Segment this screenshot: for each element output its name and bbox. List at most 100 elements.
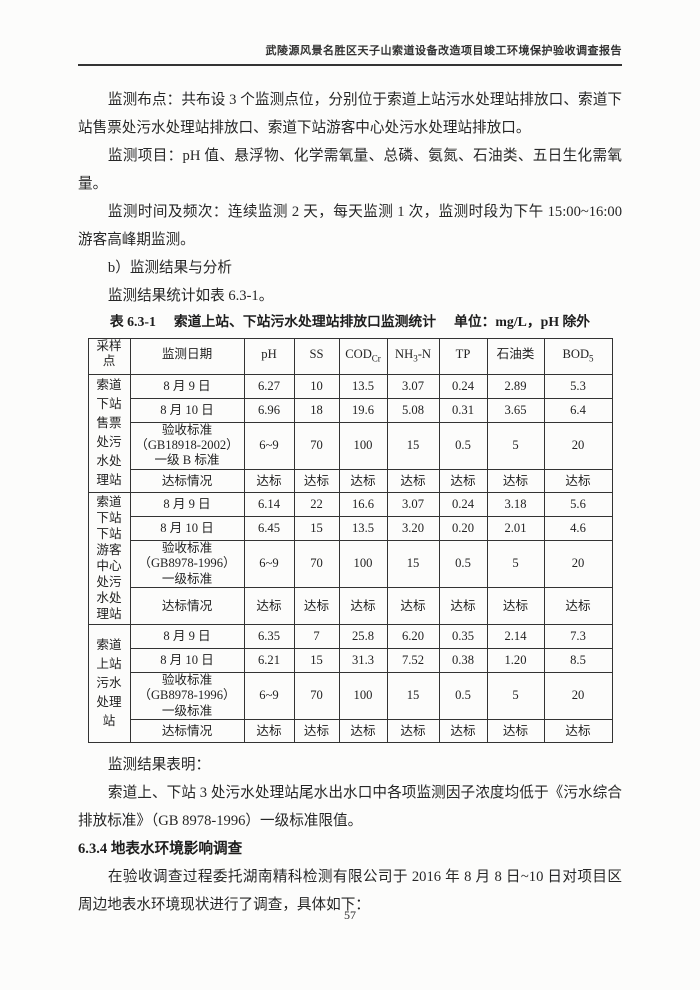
table-cell: 5	[486, 671, 545, 721]
table-cell: 15	[293, 647, 340, 673]
table-cell: 0.24	[438, 491, 488, 517]
document-body: 监测布点：共布设 3 个监测点位，分别位于索道上站污水处理站排放口、索道下站售票…	[78, 86, 622, 919]
table-cell: 3.07	[386, 491, 440, 517]
standard-cell: 验收标准 （GB8978-1996） 一级标准	[129, 539, 245, 588]
table-cell: 100	[338, 539, 388, 588]
paragraph-conclusion: 索道上、下站 3 处污水处理站尾水出水口中各项监测因子浓度均低于《污水综合排放标…	[78, 785, 622, 830]
table-row: 达标情况 达标 达标 达标 达标 达标 达标 达标	[88, 719, 613, 744]
section-heading-634: 6.3.4 地表水环境影响调查	[78, 841, 243, 858]
table-cell: 70	[293, 421, 340, 470]
status-cell: 达标	[293, 719, 340, 744]
table-header-row: 采样点 监测日期 pH SS CODCr NH3-N TP 石油类 BOD5	[87, 338, 613, 375]
date-cell: 8 月 10 日	[129, 647, 245, 673]
table-cell: 10	[293, 373, 340, 399]
table-cell: 0.5	[438, 539, 488, 588]
status-cell: 达标	[243, 586, 295, 625]
paragraph-monitoring-items: 监测项目：pH 值、悬浮物、化学需氧量、总磷、氨氮、石油类、五日生化需氧量。	[78, 148, 622, 192]
monitoring-table: 采样点 监测日期 pH SS CODCr NH3-N TP 石油类 BOD5 索…	[87, 338, 613, 744]
table-row: 索道 上站 污水 处理 站 8 月 9 日 6.35 7 25.8 6.20 0…	[87, 623, 613, 744]
table-cell: 5.3	[543, 373, 613, 399]
status-cell: 达标	[543, 586, 613, 625]
table-cell: 2.89	[486, 373, 545, 399]
table-cell: 20	[543, 671, 613, 721]
table-row: 验收标准 （GB18918-2002） 一级 B 标准 6~9 70 100 1…	[88, 421, 613, 470]
table-cell: 15	[386, 539, 440, 588]
table-row: 索道 下站 售票 处污 水处 理站 8 月 9 日 6.27 10 13.5 3…	[87, 373, 613, 493]
table-cell: 6~9	[243, 671, 295, 721]
status-cell: 达标	[338, 719, 388, 744]
paragraph-results-intro: 监测结果表明：	[107, 757, 211, 774]
date-cell: 8 月 10 日	[129, 397, 245, 423]
col-header-bod5: BOD5	[543, 338, 613, 375]
table-cell: 6~9	[243, 421, 295, 470]
status-cell: 达标	[543, 719, 613, 744]
status-cell: 达标	[293, 586, 340, 625]
table-cell: 20	[543, 539, 613, 588]
table-cell: 100	[338, 671, 388, 721]
table-cell: 20	[543, 421, 613, 470]
table-cell: 0.31	[438, 397, 488, 423]
status-label-cell: 达标情况	[129, 719, 245, 744]
table-cell: 25.8	[338, 623, 388, 649]
table-cell: 6.21	[243, 647, 295, 673]
table-cell: 18	[293, 397, 340, 423]
col-header-nh3n: NH3-N	[386, 338, 440, 375]
table-row: 验收标准 （GB8978-1996） 一级标准 6~9 70 100 15 0.…	[88, 671, 613, 721]
table-cell: 6.4	[543, 397, 613, 423]
table-cell: 2.14	[486, 623, 545, 649]
table-cell: 15	[293, 515, 340, 541]
status-cell: 达标	[386, 468, 440, 493]
col-header-codcr: CODCr	[338, 338, 388, 375]
table-cell: 70	[293, 539, 340, 588]
standard-cell: 验收标准 （GB18918-2002） 一级 B 标准	[129, 421, 245, 470]
status-cell: 达标	[386, 719, 440, 744]
table-caption-unit: 单位：mg/L，pH 除外	[454, 314, 591, 329]
status-label-cell: 达标情况	[129, 468, 245, 493]
status-cell: 达标	[386, 586, 440, 625]
status-cell: 达标	[438, 586, 488, 625]
table-row: 8 月 10 日 6.96 18 19.6 5.08 0.31 3.65 6.4	[88, 397, 613, 423]
status-label-cell: 达标情况	[129, 586, 245, 625]
table-caption-title: 索道上站、下站污水处理站排放口监测统计	[173, 314, 437, 329]
table-cell: 5	[486, 539, 545, 588]
col-header-oil: 石油类	[486, 338, 545, 375]
status-cell: 达标	[543, 468, 613, 493]
table-cell: 2.01	[486, 515, 545, 541]
table-cell: 15	[386, 671, 440, 721]
table-cell: 3.07	[386, 373, 440, 399]
table-row: 达标情况 达标 达标 达标 达标 达标 达标 达标	[88, 586, 613, 625]
table-cell: 0.5	[438, 421, 488, 470]
col-header-date: 监测日期	[129, 338, 245, 375]
header-rule	[78, 64, 622, 66]
table-cell: 0.24	[438, 373, 488, 399]
table-cell: 3.20	[386, 515, 440, 541]
table-cell: 1.20	[486, 647, 545, 673]
table-cell: 8.5	[543, 647, 613, 673]
table-cell: 6.96	[243, 397, 295, 423]
table-cell: 0.35	[438, 623, 488, 649]
table-cell: 13.5	[338, 515, 388, 541]
table-cell: 22	[293, 491, 340, 517]
table-cell: 3.65	[486, 397, 545, 423]
table-caption: 表 6.3-1 索道上站、下站污水处理站排放口监测统计 单位：mg/L，pH 除外	[78, 312, 622, 332]
col-header-ss: SS	[293, 338, 340, 375]
running-header: 武陵源风景名胜区天子山索道设备改造项目竣工环境保护验收调查报告	[265, 45, 622, 57]
table-cell: 19.6	[338, 397, 388, 423]
status-cell: 达标	[293, 468, 340, 493]
table-row: 达标情况 达标 达标 达标 达标 达标 达标 达标	[88, 468, 613, 493]
table-row: 8 月 10 日 6.21 15 31.3 7.52 0.38 1.20 8.5	[88, 647, 613, 673]
date-cell: 8 月 9 日	[129, 491, 245, 517]
paragraph-stats-reference: 监测结果统计如表 6.3-1。	[107, 288, 274, 304]
col-header-ph: pH	[243, 338, 295, 375]
table-cell: 16.6	[338, 491, 388, 517]
table-row: 索道 下站 下站 游客 中心 处污 水处 理站 8 月 9 日 6.14 22 …	[87, 491, 613, 625]
table-cell: 4.6	[543, 515, 613, 541]
table-caption-label: 表 6.3-1	[109, 314, 156, 329]
table-cell: 0.5	[438, 671, 488, 721]
table-cell: 0.20	[438, 515, 488, 541]
status-cell: 达标	[486, 719, 545, 744]
date-cell: 8 月 10 日	[129, 515, 245, 541]
status-cell: 达标	[338, 468, 388, 493]
status-cell: 达标	[338, 586, 388, 625]
